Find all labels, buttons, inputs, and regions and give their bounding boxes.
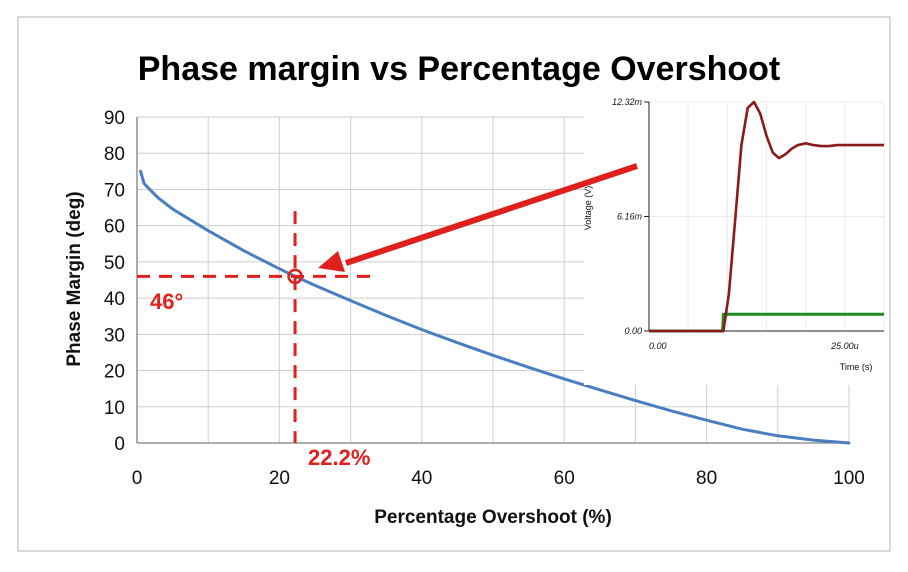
operating-point-circle: [287, 268, 303, 285]
callout-arrow-head: [318, 251, 345, 272]
y-tick-label: 50: [104, 253, 125, 274]
phase-margin-curve: [139, 169, 851, 445]
x-tick-label: 80: [696, 468, 717, 489]
x-tick-label: 100: [833, 468, 865, 489]
y-tick-label: 0: [114, 434, 125, 455]
x-tick-label: 40: [411, 468, 432, 489]
inset-x-tick-label: 25.00u: [830, 341, 859, 351]
inset-y-tick-label: 0.00: [624, 326, 642, 336]
y-tick-label: 70: [104, 180, 125, 201]
inset-background: [584, 95, 880, 385]
y-tick-label: 80: [104, 144, 125, 165]
chart-title: Phase margin vs Percentage Overshoot: [138, 50, 780, 88]
inset-y-tick-label: 12.32m: [612, 97, 643, 107]
x-tick-label: 0: [132, 468, 143, 489]
y-axis-label: Phase Margin (deg): [64, 191, 85, 366]
inset-x-tick-label: 0.00: [649, 341, 667, 351]
y-tick-label: 10: [104, 398, 125, 419]
operating-point-markers: 46° 22.2%: [137, 211, 372, 470]
step-response-inset: 0.00 6.16m 12.32m 0.00 25.00u Voltage (V) T…: [583, 95, 885, 385]
y-tick-label: 90: [104, 108, 125, 129]
x-axis-label: Percentage Overshoot (%): [374, 507, 612, 528]
y-tick-label: 60: [104, 217, 125, 238]
inset-y-tick-label: 6.16m: [617, 212, 643, 222]
overshoot-annotation: 22.2%: [308, 445, 370, 470]
y-tick-labels: 0 10 20 30 40 50 60 70 80 90: [104, 108, 125, 455]
inset-y-tick-labels: 0.00 6.16m 12.32m: [612, 97, 649, 336]
callout-arrow: [318, 163, 638, 272]
inset-output-response-trace: [649, 100, 884, 333]
x-tick-label: 60: [554, 468, 575, 489]
x-tick-labels: 0 20 40 60 80 100: [132, 468, 865, 489]
inset-x-tick-labels: 0.00 25.00u: [649, 341, 859, 351]
y-tick-label: 40: [104, 289, 125, 310]
inset-y-axis-label: Voltage (V): [583, 186, 593, 231]
inset-x-axis-label: Time (s): [840, 362, 873, 372]
y-tick-label: 30: [104, 325, 125, 346]
y-tick-label: 20: [104, 362, 125, 383]
x-tick-label: 20: [269, 468, 290, 489]
main-axes: [136, 117, 849, 444]
phase-margin-annotation: 46°: [150, 289, 183, 314]
callout-arrow-shaft: [345, 163, 638, 266]
